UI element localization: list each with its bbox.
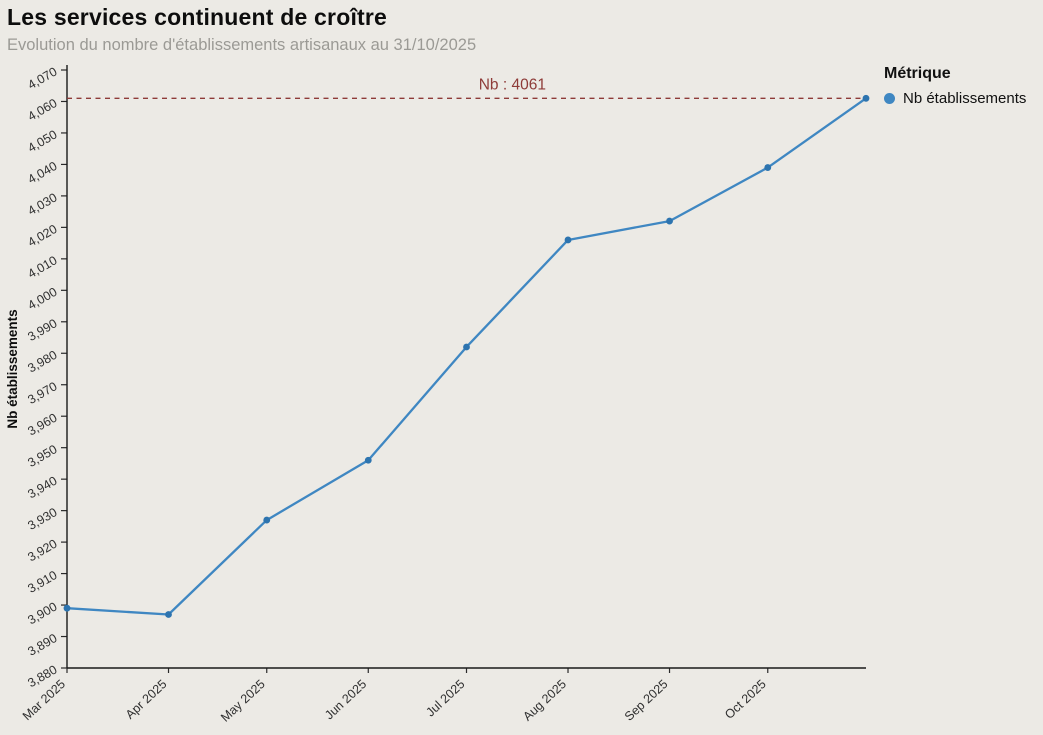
x-tick-label: May 2025: [218, 677, 268, 725]
data-point: [666, 217, 673, 225]
y-tick-label: 4,050: [25, 127, 59, 155]
chart-title: Les services continuent de croître: [7, 4, 388, 30]
legend: Métrique Nb établissements: [884, 65, 1026, 107]
x-tick-label: Mar 2025: [20, 677, 68, 723]
x-tick-label: Jun 2025: [322, 677, 369, 722]
data-point: [564, 236, 572, 244]
y-tick-label: 3,950: [25, 442, 59, 470]
y-axis-title: Nb établissements: [5, 309, 20, 428]
y-tick-label: 4,010: [25, 253, 59, 281]
y-tick-label: 3,890: [25, 631, 59, 659]
y-tick-label: 4,020: [25, 222, 59, 250]
x-tick-label: Jul 2025: [423, 677, 467, 720]
data-point: [764, 164, 772, 171]
y-tick-label: 4,070: [25, 64, 59, 92]
y-tick-label: 3,940: [25, 474, 59, 502]
y-tick-label: 3,910: [25, 568, 59, 596]
x-tick-label: Oct 2025: [722, 677, 769, 722]
legend-item-label: Nb établissements: [903, 90, 1027, 107]
data-point: [862, 94, 870, 102]
y-tick-label: 3,900: [25, 600, 59, 628]
legend-marker-icon: [884, 93, 895, 104]
y-tick-label: 4,000: [25, 285, 59, 313]
data-point: [263, 516, 271, 524]
x-tick-label: Sep 2025: [622, 677, 671, 724]
legend-title: Métrique: [884, 65, 951, 82]
x-tick-label: Apr 2025: [123, 677, 170, 722]
y-tick-label: 3,930: [25, 505, 59, 533]
data-point: [364, 456, 372, 464]
series-line: [65, 97, 868, 616]
y-tick-label: 3,990: [25, 316, 59, 344]
chart-subtitle: Evolution du nombre d'établissements art…: [7, 36, 477, 54]
y-tick-label: 4,030: [25, 190, 59, 218]
data-point: [63, 604, 71, 612]
annotation-label: Nb : 4061: [479, 76, 546, 93]
y-tick-label: 4,040: [25, 159, 59, 187]
legend-item: Nb établissements: [884, 90, 1026, 107]
y-tick-label: 3,960: [25, 411, 59, 439]
x-tick-label: Aug 2025: [520, 677, 569, 724]
y-tick-label: 4,060: [25, 96, 59, 124]
y-tick-label: 3,980: [25, 348, 59, 376]
data-point: [463, 343, 470, 351]
data-point: [165, 611, 172, 618]
y-tick-label: 3,920: [25, 537, 59, 565]
y-tick-label: 3,970: [25, 379, 59, 407]
